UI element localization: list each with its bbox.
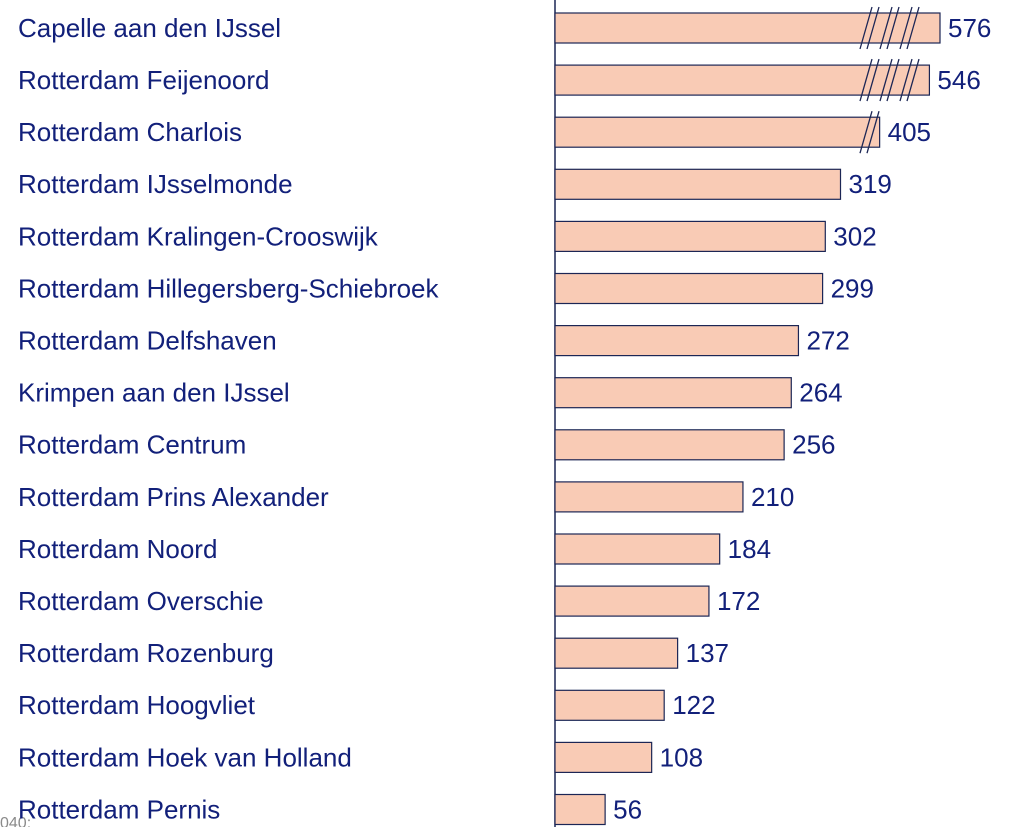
category-label: Rotterdam IJsselmonde	[18, 169, 293, 199]
value-label: 184	[728, 534, 771, 564]
axis-break	[906, 58, 920, 102]
bar	[554, 325, 800, 357]
axis-break	[859, 6, 873, 50]
category-label: Rotterdam Hoogvliet	[18, 690, 256, 720]
category-label: Rotterdam Centrum	[18, 430, 246, 460]
bar	[554, 689, 665, 721]
bar	[554, 377, 792, 409]
value-label: 405	[888, 117, 931, 147]
bar	[554, 533, 721, 565]
value-label: 546	[937, 65, 980, 95]
axis-break	[899, 6, 913, 50]
bar	[554, 741, 653, 774]
value-label: 122	[672, 690, 715, 720]
category-label: Rotterdam Prins Alexander	[18, 482, 329, 512]
axis-break	[866, 6, 880, 50]
value-label: 137	[686, 638, 729, 668]
axis-break	[906, 6, 920, 50]
bar	[554, 793, 606, 826]
category-label: Capelle aan den IJssel	[18, 13, 281, 43]
bar	[554, 116, 881, 148]
category-label: Rotterdam Charlois	[18, 117, 242, 147]
category-label: Rotterdam Kralingen-Crooswijk	[18, 221, 379, 251]
category-label: Rotterdam Pernis	[18, 794, 220, 824]
note: 040:	[0, 815, 31, 827]
axis-break	[859, 58, 873, 102]
category-label: Rotterdam Hillegersberg-Schiebroek	[18, 273, 440, 303]
value-label: 108	[660, 742, 703, 772]
value-label: 576	[948, 13, 991, 43]
category-label: Krimpen aan den IJssel	[18, 378, 290, 408]
bar	[554, 637, 679, 669]
bar	[554, 12, 941, 44]
bar	[554, 429, 785, 461]
axis-break	[886, 58, 900, 102]
category-label: Rotterdam Noord	[18, 534, 217, 564]
value-label: 299	[831, 273, 874, 303]
category-label: Rotterdam Hoek van Holland	[18, 742, 352, 772]
axis-break	[866, 58, 880, 102]
value-label: 56	[613, 794, 642, 824]
bar	[554, 168, 842, 200]
value-label: 302	[833, 221, 876, 251]
category-label: Rotterdam Feijenoord	[18, 65, 269, 95]
value-label: 264	[799, 378, 842, 408]
bar	[554, 272, 824, 305]
category-label: Rotterdam Delfshaven	[18, 325, 277, 355]
bar	[554, 481, 744, 513]
value-label: 272	[806, 325, 849, 355]
axis-break	[866, 111, 880, 154]
bar	[554, 220, 826, 252]
axis-break	[886, 6, 900, 50]
value-label: 256	[792, 430, 835, 460]
axis-break	[879, 6, 893, 50]
bar	[554, 64, 931, 96]
bar	[554, 585, 710, 617]
value-label: 319	[849, 169, 892, 199]
axis-break	[879, 58, 893, 102]
category-label: Rotterdam Overschie	[18, 586, 264, 616]
value-label: 210	[751, 482, 794, 512]
category-label: Rotterdam Rozenburg	[18, 638, 274, 668]
axis-break	[859, 111, 873, 154]
axis-break	[899, 58, 913, 102]
value-label: 172	[717, 586, 760, 616]
